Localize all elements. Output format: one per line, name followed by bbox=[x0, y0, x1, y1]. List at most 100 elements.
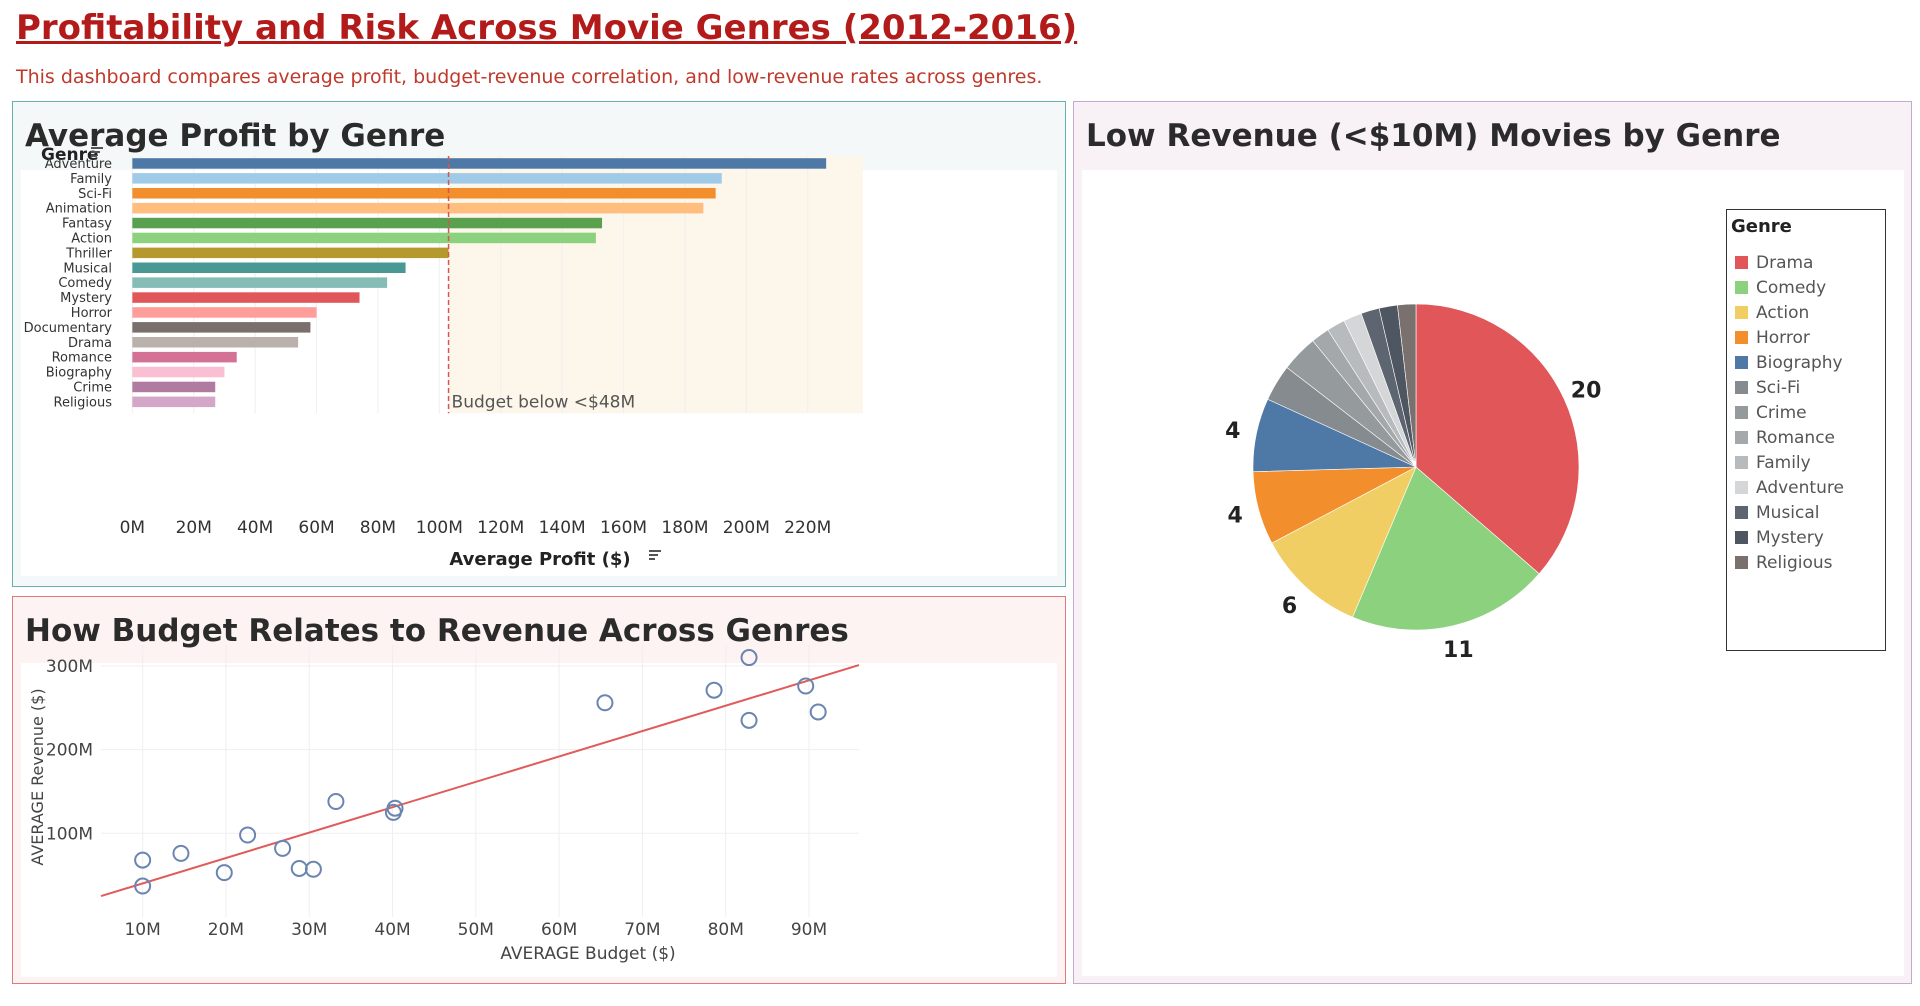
scatter-point bbox=[705, 681, 723, 699]
avg-profit-x-tick: 20M bbox=[176, 518, 212, 538]
low-revenue-title: Low Revenue (<$10M) Movies by Genre bbox=[1086, 118, 1781, 154]
budget-revenue-title: How Budget Relates to Revenue Across Gen… bbox=[25, 613, 849, 649]
profit-bar bbox=[132, 307, 317, 318]
profit-bar bbox=[132, 232, 596, 244]
scatter-point bbox=[386, 799, 404, 817]
profit-bar bbox=[132, 247, 449, 259]
legend-swatch bbox=[1735, 481, 1748, 494]
avg-profit-x-tick: 200M bbox=[723, 518, 770, 538]
genre-label: Sci-Fi bbox=[78, 187, 112, 202]
legend-item[interactable]: Comedy bbox=[1735, 275, 1844, 300]
scatter-x-tick: 10M bbox=[124, 920, 160, 940]
scatter-point bbox=[596, 694, 614, 712]
scatter-x-tick: 70M bbox=[624, 920, 660, 940]
scatter-point bbox=[290, 859, 308, 877]
genre-label: Religious bbox=[54, 395, 113, 410]
legend-swatch bbox=[1735, 281, 1748, 294]
legend-label: Religious bbox=[1756, 552, 1833, 573]
scatter-x-tick: 50M bbox=[458, 920, 494, 940]
genre-label: Crime bbox=[73, 380, 112, 395]
scatter-x-tick: 40M bbox=[374, 920, 410, 940]
legend-item[interactable]: Horror bbox=[1735, 325, 1844, 350]
budget-x-axis-label: AVERAGE Budget ($) bbox=[500, 944, 675, 964]
budget-revenue-chart: AVERAGE Budget ($) AVERAGE Revenue ($) 1… bbox=[28, 645, 860, 964]
scatter-point bbox=[172, 844, 190, 862]
legend-swatch bbox=[1735, 356, 1748, 369]
legend-swatch bbox=[1735, 306, 1748, 319]
genre-label: Romance bbox=[52, 351, 112, 366]
revenue-y-axis-label: AVERAGE Revenue ($) bbox=[28, 688, 47, 865]
genre-legend: Genre Drama Comedy Action Horror Biography Sc… bbox=[1726, 209, 1886, 651]
legend-item[interactable]: Adventure bbox=[1735, 475, 1844, 500]
profit-bar bbox=[132, 277, 388, 288]
scatter-y-tick: 200M bbox=[46, 741, 93, 761]
genre-label: Family bbox=[70, 172, 112, 187]
legend-item[interactable]: Family bbox=[1735, 450, 1844, 475]
profit-bar bbox=[132, 217, 603, 229]
legend-label: Biography bbox=[1756, 352, 1843, 373]
profit-bar bbox=[132, 292, 360, 303]
genre-label: Biography bbox=[46, 366, 113, 381]
genre-label: Thriller bbox=[65, 246, 112, 261]
reference-line-label: Budget below <$48M bbox=[452, 392, 636, 412]
profit-bar bbox=[132, 322, 311, 333]
profit-bar bbox=[132, 262, 406, 273]
profit-bar bbox=[132, 173, 722, 184]
scatter-point bbox=[134, 851, 152, 869]
dashboard-title: Profitability and Risk Across Movie Genr… bbox=[16, 8, 1078, 48]
scatter-point bbox=[239, 826, 257, 844]
pie-data-label: 11 bbox=[1443, 638, 1474, 663]
legend-label: Sci-Fi bbox=[1756, 377, 1801, 398]
genre-label: Animation bbox=[46, 202, 112, 217]
legend-item[interactable]: Religious bbox=[1735, 550, 1844, 575]
legend-label: Comedy bbox=[1756, 277, 1827, 298]
legend-label: Adventure bbox=[1756, 477, 1844, 498]
budget-revenue-panel: How Budget Relates to Revenue Across Gen… bbox=[12, 596, 1066, 984]
scatter-y-tick: 100M bbox=[46, 824, 93, 844]
avg-profit-x-tick: 180M bbox=[661, 518, 708, 538]
legend-item[interactable]: Sci-Fi bbox=[1735, 375, 1844, 400]
avg-profit-x-tick: 80M bbox=[360, 518, 396, 538]
scatter-x-tick: 30M bbox=[291, 920, 327, 940]
scatter-y-tick: 300M bbox=[46, 657, 93, 677]
pie-data-label: 4 bbox=[1227, 504, 1242, 529]
avg-profit-x-tick: 0M bbox=[120, 518, 145, 538]
low-revenue-panel: Low Revenue (<$10M) Movies by Genre 20 11… bbox=[1073, 101, 1912, 984]
legend-item[interactable]: Musical bbox=[1735, 500, 1844, 525]
scatter-x-tick: 20M bbox=[208, 920, 244, 940]
legend-item[interactable]: Biography bbox=[1735, 350, 1844, 375]
scatter-point bbox=[809, 703, 827, 721]
scatter-x-tick: 90M bbox=[791, 920, 827, 940]
profit-bar bbox=[132, 381, 216, 393]
genre-label: Action bbox=[71, 231, 112, 246]
avg-profit-x-tick: 60M bbox=[298, 518, 334, 538]
avg-profit-chart: Genre Average Profit ($) AdventureFamily… bbox=[24, 145, 863, 570]
pie-slice bbox=[1352, 466, 1540, 631]
legend-item[interactable]: Crime bbox=[1735, 400, 1844, 425]
genre-label: Mystery bbox=[60, 291, 112, 306]
legend-label: Action bbox=[1756, 302, 1810, 323]
legend-swatch bbox=[1735, 431, 1748, 444]
legend-item[interactable]: Mystery bbox=[1735, 525, 1844, 550]
pie-data-label: 20 bbox=[1571, 378, 1602, 403]
pie-data-label: 6 bbox=[1282, 594, 1297, 619]
legend-item[interactable]: Action bbox=[1735, 300, 1844, 325]
pie-data-label: 4 bbox=[1225, 419, 1240, 444]
pie-slice bbox=[1271, 466, 1417, 618]
legend-swatch bbox=[1735, 406, 1748, 419]
avg-profit-x-tick: 100M bbox=[416, 518, 463, 538]
sort-icon[interactable] bbox=[91, 147, 103, 157]
scatter-point bbox=[740, 711, 758, 729]
legend-item[interactable]: Romance bbox=[1735, 425, 1844, 450]
legend-label: Family bbox=[1756, 452, 1811, 473]
sort-icon[interactable] bbox=[649, 550, 661, 560]
legend-item[interactable]: Drama bbox=[1735, 250, 1844, 275]
legend-label: Drama bbox=[1756, 252, 1814, 273]
genre-label: Documentary bbox=[24, 321, 113, 336]
avg-profit-x-axis-label: Average Profit ($) bbox=[449, 549, 630, 570]
scatter-point bbox=[327, 793, 345, 811]
scatter-point bbox=[304, 860, 322, 878]
legend-items: Drama Comedy Action Horror Biography Sci-Fi Cr… bbox=[1735, 250, 1844, 575]
legend-swatch bbox=[1735, 506, 1748, 519]
genre-label: Horror bbox=[71, 306, 113, 321]
